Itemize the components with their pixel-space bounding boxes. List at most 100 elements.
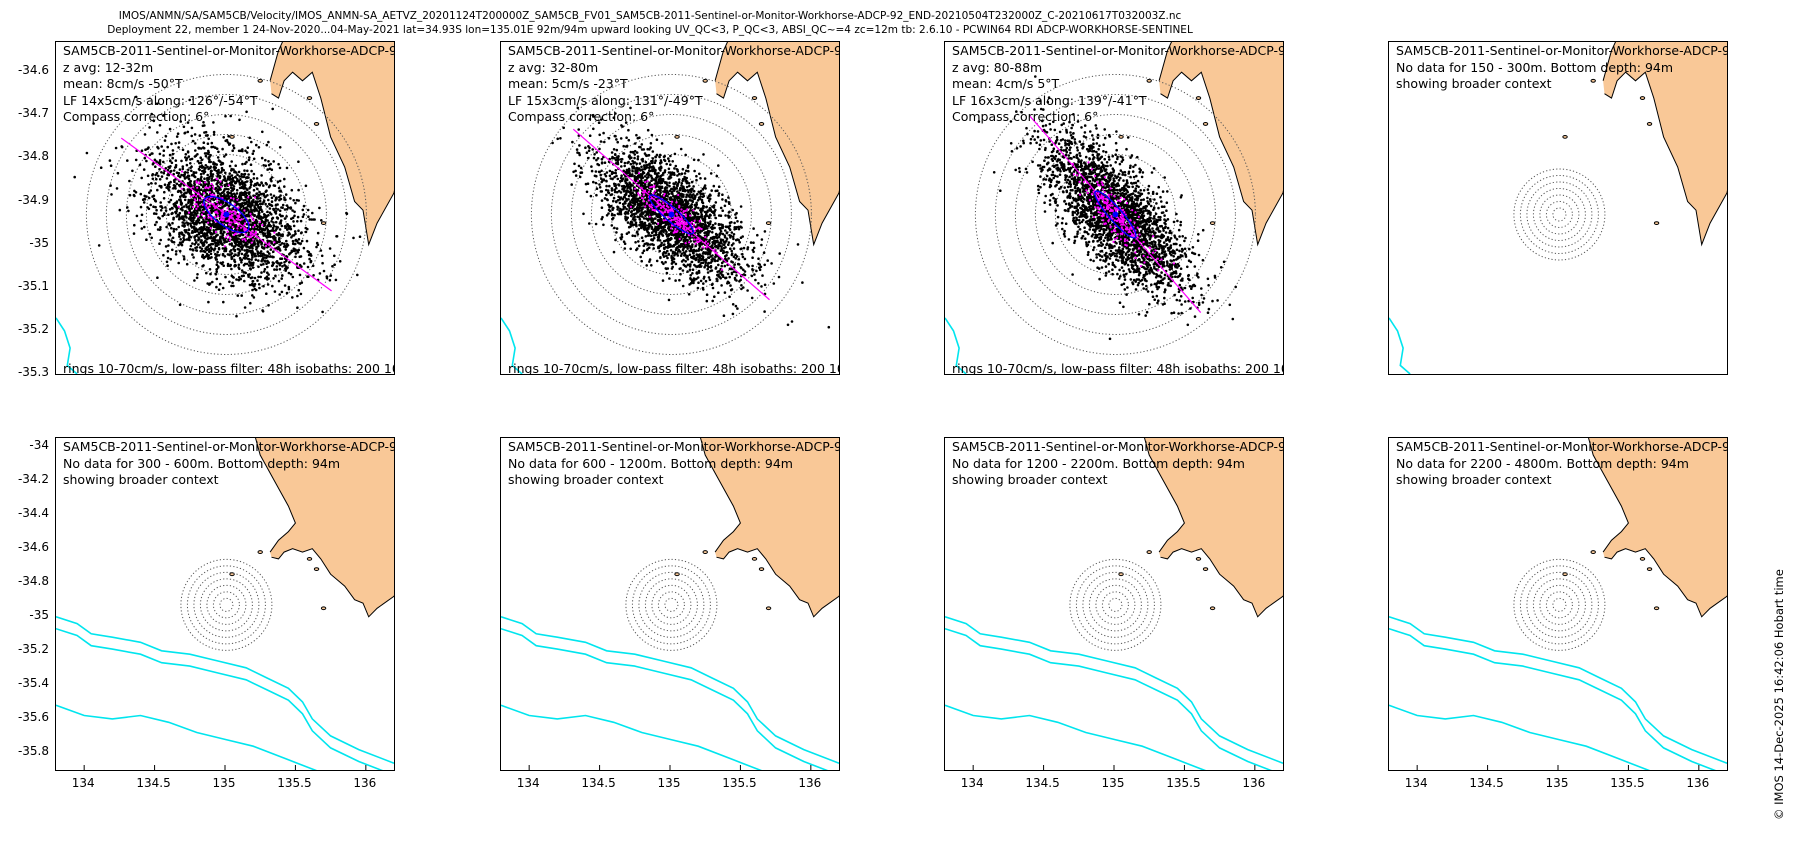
island — [313, 567, 320, 571]
velocity-scatter — [977, 75, 1237, 341]
variance-ellipse — [648, 194, 695, 235]
speed-ring — [1539, 584, 1580, 625]
island — [1646, 122, 1653, 126]
scatter-points — [977, 75, 1237, 341]
speed-ring — [625, 558, 718, 651]
speed-ring — [212, 591, 240, 619]
speed-ring — [1545, 200, 1573, 228]
island — [758, 122, 765, 126]
x-tick-label: 135.5 — [722, 776, 757, 790]
y-tick-label: -35.6 — [17, 709, 49, 724]
velocity-scatter — [73, 95, 362, 318]
land-mass — [700, 438, 839, 618]
variance-ellipse — [1094, 190, 1137, 239]
speed-ring — [1552, 597, 1567, 612]
isobath-line — [1389, 627, 1717, 770]
plot-panel: SAM5CB-2011-Sentinel-or-Monitor-Workhors… — [944, 41, 1284, 375]
speed-ring — [570, 113, 772, 315]
speed-ring — [638, 571, 705, 638]
variance-ellipse — [203, 195, 250, 234]
x-tick-label: 134 — [516, 776, 540, 790]
isobath-line — [1389, 616, 1727, 764]
island — [320, 221, 327, 225]
figure-title-line1: IMOS/ANMN/SA/SAM5CB/Velocity/IMOS_ANMN-S… — [118, 10, 1182, 22]
island — [702, 550, 708, 554]
island — [1590, 550, 1596, 554]
map-plot — [945, 42, 1283, 374]
y-tick-label: -34.6 — [17, 539, 49, 554]
island — [702, 78, 708, 83]
plot-panel: SAM5CB-2011-Sentinel-or-Monitor-Workhors… — [1388, 41, 1728, 375]
y-tick-label: -35.3 — [17, 365, 49, 379]
x-tick-label: 135 — [657, 776, 681, 790]
island — [1195, 556, 1202, 561]
speed-ring — [1082, 571, 1149, 638]
island — [306, 556, 313, 561]
mean-marker — [668, 211, 675, 218]
isobath-line — [945, 627, 1273, 770]
speed-ring — [994, 93, 1236, 335]
y-tick-label: -35.4 — [17, 675, 49, 690]
island — [1195, 96, 1202, 100]
x-tick-label: 136 — [353, 776, 377, 790]
speed-ring — [206, 584, 247, 625]
island — [765, 221, 772, 225]
speed-ring — [1519, 174, 1599, 254]
speed-ring — [651, 584, 692, 625]
speed-ring — [657, 591, 685, 619]
island — [1118, 572, 1124, 577]
speed-ring — [193, 571, 260, 638]
island — [1653, 606, 1660, 611]
scatter-points — [73, 95, 362, 318]
isobath-line — [56, 616, 394, 764]
speed-ring — [530, 73, 812, 355]
island — [1639, 96, 1646, 100]
island — [1653, 221, 1660, 225]
x-tick-label: 134 — [960, 776, 984, 790]
x-tick-label: 134.5 — [581, 776, 616, 790]
speed-ring — [186, 565, 266, 645]
isobath-line — [56, 317, 78, 374]
isobath-line — [56, 704, 318, 770]
speed-ring — [1075, 565, 1155, 645]
speed-ring — [1532, 578, 1586, 632]
speed-ring — [180, 558, 273, 651]
island — [751, 96, 758, 100]
island — [1209, 606, 1216, 611]
speed-ring — [1552, 207, 1567, 222]
x-tick-label: 135.5 — [1166, 776, 1201, 790]
speed-ring — [1095, 584, 1136, 625]
island — [674, 134, 680, 139]
island — [1146, 78, 1152, 83]
speed-ring — [125, 113, 327, 315]
isobath-line — [1389, 704, 1651, 770]
island — [229, 572, 235, 577]
speed-ring — [550, 93, 792, 335]
land-mass — [1158, 42, 1283, 247]
island — [320, 606, 327, 611]
y-tick-label: -35.2 — [17, 641, 49, 656]
speed-ring — [1108, 597, 1123, 612]
y-tick-label: -34.2 — [17, 471, 49, 486]
mean-marker — [1112, 211, 1119, 218]
panel-footer-note: rings 10-70cm/s, low-pass filter: 48h is… — [952, 361, 1283, 375]
speed-ring — [1519, 565, 1599, 645]
plot-panel: SAM5CB-2011-Sentinel-or-Monitor-Workhors… — [55, 437, 395, 771]
y-tick-label: -34.6 — [17, 63, 49, 78]
speed-ring — [219, 597, 234, 612]
isobath-line — [501, 627, 829, 770]
plot-panel: SAM5CB-2011-Sentinel-or-Monitor-Workhors… — [55, 41, 395, 375]
speed-ring — [1088, 578, 1142, 632]
x-tick-label: 135 — [1545, 776, 1569, 790]
map-plot — [56, 438, 394, 770]
island — [1146, 550, 1152, 554]
speed-ring — [1513, 558, 1606, 651]
speed-ring — [1545, 591, 1573, 619]
timestamp-stamp: © IMOS 14-Dec-2025 16:42:06 Hobart time — [1772, 569, 1786, 820]
figure-title-line2: Deployment 22, member 1 24-Nov-2020...04… — [107, 24, 1193, 36]
isobath-line — [945, 317, 967, 374]
x-tick-label: 134.5 — [136, 776, 171, 790]
y-tick-label: -34.4 — [17, 505, 49, 520]
speed-ring — [85, 73, 367, 355]
y-tick-label: -35 — [29, 235, 49, 250]
